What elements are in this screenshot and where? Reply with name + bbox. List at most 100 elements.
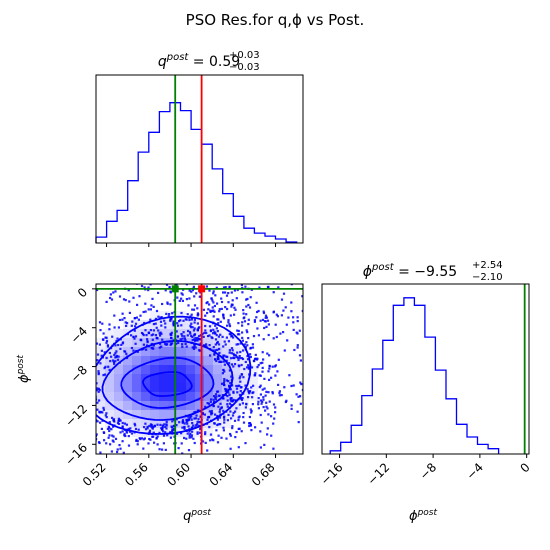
joint-sample-point xyxy=(268,378,271,381)
joint-sample-point xyxy=(193,441,196,445)
joint-density-bin xyxy=(114,401,123,410)
joint-sample-point xyxy=(301,309,303,313)
joint-sample-point xyxy=(171,429,174,432)
joint-sample-point xyxy=(280,298,284,301)
joint-density-bin xyxy=(240,383,249,392)
joint-sample-point xyxy=(97,390,100,393)
joint-sample-point xyxy=(266,407,269,410)
joint-sample-point xyxy=(227,391,230,394)
joint-sample-point xyxy=(227,292,230,295)
joint-sample-point xyxy=(50,351,52,353)
joint-sample-point xyxy=(91,397,93,399)
joint-sample-point xyxy=(278,390,281,393)
joint-sample-point xyxy=(335,331,337,333)
joint-sample-point xyxy=(170,317,173,320)
joint-sample-point xyxy=(222,381,225,385)
joint-sample-point xyxy=(238,355,241,358)
joint-sample-point xyxy=(43,385,45,387)
joint-y-tick-label: −4 xyxy=(68,324,90,346)
joint-sample-point xyxy=(158,448,161,451)
joint-sample-point xyxy=(165,343,169,346)
joint-density-bin xyxy=(114,410,123,419)
joint-sample-point xyxy=(82,461,84,463)
joint-sample-point xyxy=(214,413,217,416)
joint-sample-point xyxy=(181,337,184,340)
joint-sample-point xyxy=(247,366,251,369)
joint-sample-point xyxy=(188,223,190,225)
joint-sample-point xyxy=(151,297,154,300)
joint-sample-point xyxy=(237,329,240,333)
joint-sample-point xyxy=(133,317,136,320)
joint-sample-point xyxy=(98,389,101,392)
joint-sample-point xyxy=(159,320,163,323)
joint-sample-point xyxy=(282,309,285,312)
joint-sample-point xyxy=(214,280,216,282)
joint-sample-point xyxy=(121,425,124,428)
joint-sample-point xyxy=(233,354,236,357)
joint-sample-point xyxy=(79,386,81,388)
joint-density-bin xyxy=(249,392,258,401)
joint-sample-point xyxy=(259,399,263,402)
joint-sample-point xyxy=(230,291,233,294)
joint-sample-point xyxy=(172,322,175,325)
joint-sample-point xyxy=(246,366,249,369)
joint-sample-point xyxy=(150,425,153,428)
joint-sample-point xyxy=(112,425,115,428)
joint-density-bin xyxy=(186,320,195,329)
joint-sample-point xyxy=(207,308,210,311)
joint-sample-point xyxy=(88,402,90,404)
phi-marginal-panel: ϕpost = −9.55 +2.54 −2.10 −16 −12 −8 −4 0 ϕp… xyxy=(318,260,533,524)
joint-sample-point xyxy=(297,421,300,424)
joint-sample-point xyxy=(11,416,13,418)
joint-sample-point xyxy=(181,419,185,422)
joint-density-bin xyxy=(195,338,204,347)
joint-density-bin xyxy=(150,365,159,374)
joint-sample-point xyxy=(242,312,245,315)
joint-sample-point xyxy=(124,250,126,252)
joint-sample-point xyxy=(223,418,226,421)
joint-sample-point xyxy=(120,236,122,238)
joint-density-bin xyxy=(96,338,105,347)
joint-sample-point xyxy=(185,254,187,256)
joint-sample-point xyxy=(241,402,244,405)
joint-sample-point xyxy=(203,331,206,335)
joint-sample-point xyxy=(247,364,250,367)
joint-sample-point xyxy=(50,417,52,419)
joint-density-bin xyxy=(240,401,249,410)
joint-sample-point xyxy=(217,434,220,437)
joint-density-bin xyxy=(240,356,249,365)
joint-sample-point xyxy=(215,327,218,330)
joint-sample-point xyxy=(109,360,112,363)
joint-sample-point xyxy=(192,285,195,288)
joint-sample-point xyxy=(263,377,266,380)
joint-sample-point xyxy=(228,369,231,372)
joint-sample-point xyxy=(135,282,137,284)
joint-sample-point xyxy=(137,428,140,431)
joint-sample-point xyxy=(93,399,95,401)
joint-sample-point xyxy=(283,349,286,352)
joint-density-bin xyxy=(168,374,177,383)
joint-sample-point xyxy=(254,280,256,282)
joint-density-bin xyxy=(204,347,213,356)
joint-sample-point xyxy=(250,411,253,414)
joint-density-bin xyxy=(123,374,132,383)
joint-sample-point xyxy=(99,451,102,454)
joint-sample-point xyxy=(251,279,253,281)
joint-sample-point xyxy=(187,304,190,307)
joint-sample-point xyxy=(96,342,98,345)
joint-sample-point xyxy=(118,444,121,447)
joint-sample-point xyxy=(199,291,202,294)
joint-sample-point xyxy=(134,325,137,328)
joint-sample-point xyxy=(177,447,180,450)
joint-density-bin xyxy=(204,320,213,329)
joint-sample-point xyxy=(182,234,184,236)
joint-sample-point xyxy=(84,387,86,389)
joint-x-tick-label: 0.64 xyxy=(207,460,236,489)
joint-density-bin xyxy=(222,329,231,338)
joint-sample-point xyxy=(227,340,230,343)
joint-sample-point xyxy=(143,321,146,325)
joint-sample-point xyxy=(222,429,225,432)
joint-sample-point xyxy=(62,410,64,412)
joint-sample-point xyxy=(213,353,216,356)
joint-sample-point xyxy=(206,335,210,338)
